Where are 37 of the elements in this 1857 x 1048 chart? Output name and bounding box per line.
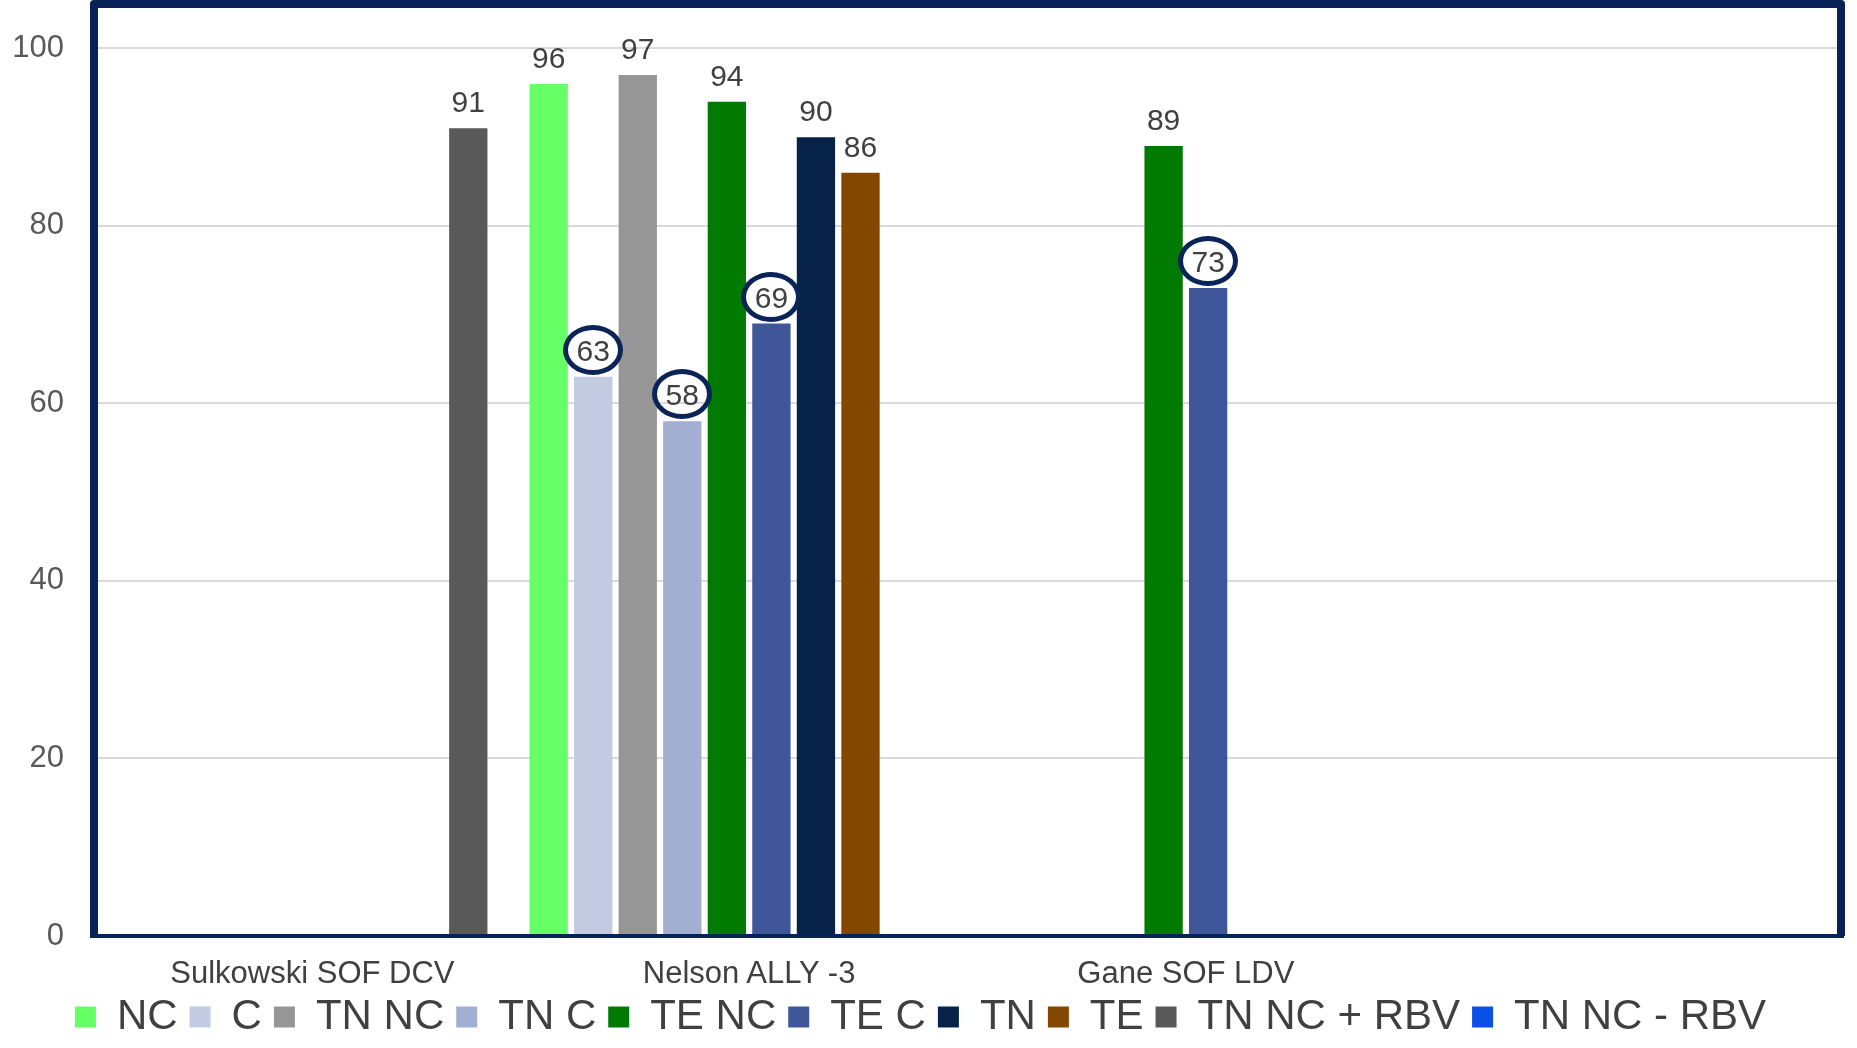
data-label: 69 [754,280,789,314]
legend-label: TN [979,990,1036,1038]
data-label: 89 [1146,103,1181,137]
data-label: 91 [451,85,485,119]
legend-label: TN NC + RBV [1197,990,1461,1038]
legend-label: TN C [498,990,597,1038]
bar [841,172,880,935]
data-label: 58 [665,378,699,412]
legend-label: C [231,990,262,1038]
x-tick-label: Sulkowski SOF DCV [170,955,455,991]
legend-label: TE [1089,990,1144,1038]
bar [529,83,568,935]
data-label: 97 [621,32,655,66]
y-tick-label: 60 [29,383,64,419]
legend-label: TN NC [315,990,445,1038]
data-label: 73 [1191,245,1225,279]
data-label: 90 [799,94,833,128]
legend-label: TE NC [650,990,777,1038]
data-label: 96 [531,40,566,74]
x-tick-label: Gane SOF LDV [1077,955,1295,991]
y-tick-label: 100 [12,28,64,64]
bar [1144,146,1183,935]
legend-label: TE C [830,990,926,1038]
bar [707,101,747,935]
y-tick-label: 80 [29,206,64,242]
legend-label: TN NC - RBV [1514,990,1767,1038]
data-label: 63 [576,333,610,367]
x-tick-label: Nelson ALLY -3 [642,955,856,991]
bar [449,128,488,935]
y-tick-label: 0 [46,916,64,952]
data-label: 94 [710,58,744,92]
y-tick-label: 20 [29,739,64,775]
y-tick-label: 40 [29,561,64,597]
data-label: 86 [843,129,878,163]
bar [796,137,836,935]
bar [618,75,657,935]
legend-label: NC [116,990,178,1038]
